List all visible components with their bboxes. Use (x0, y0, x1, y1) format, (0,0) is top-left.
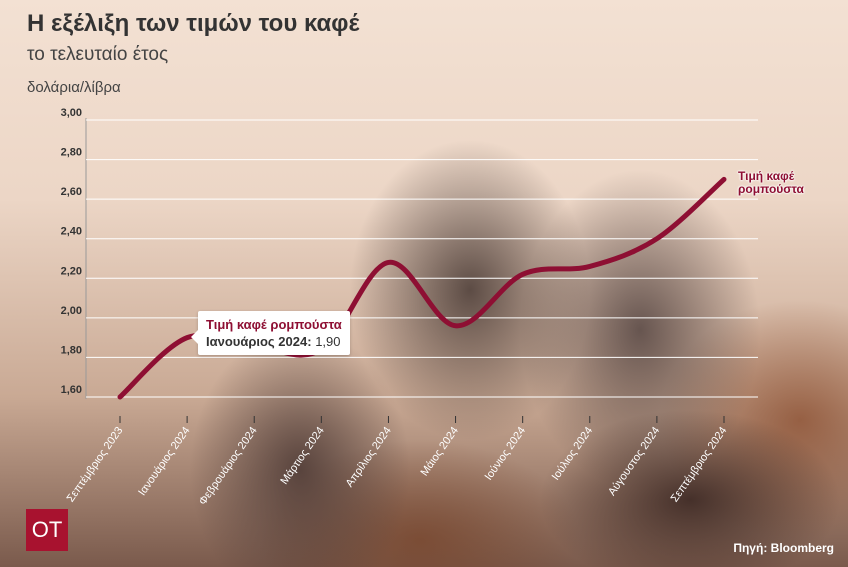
chart-subtitle: το τελευταίο έτος (27, 44, 169, 65)
source-value: Bloomberg (770, 541, 834, 555)
ot-logo: OT (26, 509, 68, 551)
y-tick-label: 1,80 (61, 344, 82, 356)
x-tick-label: Αύγουστος 2024 (606, 425, 662, 498)
x-tick-label: Μάιος 2024 (419, 425, 461, 479)
y-axis-unit: δολάρια/λίβρα (27, 79, 121, 96)
series-line (117, 176, 727, 400)
y-tick-label: 3,00 (61, 107, 82, 119)
y-tick-label: 2,20 (61, 265, 82, 277)
x-tick-label: Σεπτέμβριος 2024 (669, 425, 730, 505)
y-tick-label: 1,60 (61, 384, 82, 396)
y-tick-label: 2,60 (61, 186, 82, 198)
tooltip: Τιμή καφέ ρομπούστα Ιανουάριος 2024: 1,9… (191, 311, 350, 355)
tooltip-x: Ιανουάριος 2024: (206, 334, 312, 349)
y-tick-label: 2,00 (61, 305, 82, 317)
x-tick-label: Σεπτέμβριος 2023 (65, 425, 126, 505)
y-tick-label: 2,80 (61, 147, 82, 159)
source: Πηγή: Bloomberg (733, 541, 834, 555)
x-tick-label: Ιούνιος 2024 (483, 425, 528, 483)
chart-title: Η εξέλιξη των τιμών του καφέ (27, 10, 360, 37)
series-label: Τιμή καφέ ρομπούστα (738, 169, 804, 196)
x-tick-label: Απρίλιος 2024 (344, 425, 394, 490)
source-label: Πηγή: (733, 541, 768, 555)
y-tick-label: 2,40 (61, 226, 82, 238)
x-tick-label: Ιανουάριος 2024 (136, 425, 192, 498)
x-tick-label: Φεβρουάριος 2024 (197, 425, 260, 508)
tooltip-value: 1,90 (315, 334, 341, 349)
x-tick-label: Μάρτιος 2024 (278, 425, 326, 487)
tooltip-series: Τιμή καφέ ρομπούστα (206, 317, 342, 332)
x-tick-label: Ιούλιος 2024 (550, 425, 595, 483)
